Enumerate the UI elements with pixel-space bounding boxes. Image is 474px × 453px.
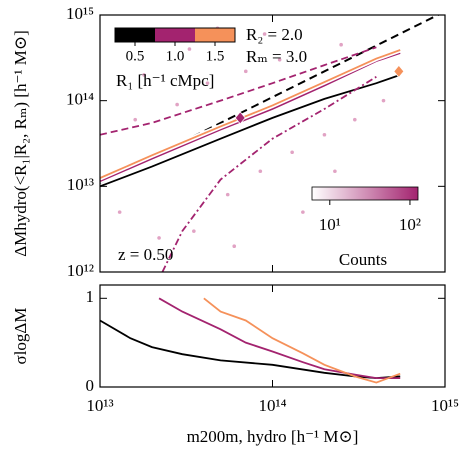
scatter-point bbox=[157, 236, 161, 240]
line bbox=[100, 74, 401, 188]
colorbar bbox=[311, 186, 419, 201]
annotation: R₂ = 2.0 bbox=[246, 25, 303, 44]
scatter-point bbox=[205, 81, 210, 85]
scatter-point bbox=[322, 132, 327, 137]
annotation: Rₘ = 3.0 bbox=[246, 47, 307, 66]
colorbar-label: R₁ [h⁻¹ cMpc] bbox=[116, 71, 214, 90]
scatter-point bbox=[142, 73, 146, 77]
y-axis-label: σlogΔM bbox=[11, 308, 30, 365]
x-tick-label: 10¹³ bbox=[86, 396, 113, 415]
y-axis-label: ΔMhydro(<R₁|R₂, Rₘ) [h⁻¹ M⊙] bbox=[11, 30, 30, 257]
y-tick-label: 10¹³ bbox=[67, 175, 94, 194]
plot-area bbox=[100, 15, 441, 272]
x-tick-label: 10¹⁵ bbox=[431, 396, 459, 415]
colorbar-tick-label: 1.0 bbox=[166, 48, 185, 64]
plot-area bbox=[100, 297, 401, 384]
axes-frame bbox=[99, 284, 446, 388]
line bbox=[100, 46, 377, 136]
line bbox=[158, 297, 401, 380]
scatter-point bbox=[187, 47, 192, 51]
line bbox=[161, 76, 377, 272]
scatter-point bbox=[192, 229, 196, 233]
scatter-point bbox=[262, 32, 267, 36]
colorbar-label: Counts bbox=[339, 250, 387, 269]
colorbar-tick-label: 10¹ bbox=[319, 215, 341, 234]
scatter-point bbox=[117, 210, 122, 214]
scatter-point bbox=[175, 102, 179, 107]
line bbox=[100, 49, 401, 179]
scatter-point bbox=[277, 57, 282, 62]
colorbar-tick-label: 1.5 bbox=[206, 48, 225, 64]
x-tick-label: 10¹⁴ bbox=[258, 396, 286, 415]
scatter-point bbox=[243, 69, 248, 74]
y-tick-label: 10¹⁵ bbox=[66, 4, 94, 23]
y-tick-label: 10¹² bbox=[67, 261, 94, 280]
colorbar-tick-label: 10² bbox=[399, 215, 421, 234]
colorbar-segment bbox=[155, 28, 195, 42]
colorbar-segment bbox=[195, 28, 235, 42]
scatter-point bbox=[225, 192, 230, 197]
scatter-point bbox=[353, 117, 357, 122]
scatter-point bbox=[339, 42, 343, 47]
scatter-point bbox=[290, 150, 294, 155]
x-axis-label: m200m, hydro [h⁻¹ M⊙] bbox=[187, 427, 359, 446]
scatter-point bbox=[333, 169, 337, 174]
diamond-marker bbox=[393, 64, 405, 78]
scatter-point bbox=[232, 244, 237, 249]
line bbox=[203, 297, 401, 384]
scatter-point bbox=[301, 210, 305, 214]
scatter-point bbox=[133, 117, 138, 122]
colorbar-tick-label: 0.5 bbox=[126, 48, 145, 64]
colorbar-segment bbox=[115, 28, 155, 42]
y-tick-label: 10¹⁴ bbox=[66, 90, 94, 109]
scatter-point bbox=[258, 169, 263, 174]
line bbox=[100, 319, 401, 380]
annotation: z = 0.50 bbox=[118, 245, 173, 264]
y-tick-label: 1 bbox=[86, 287, 95, 306]
y-tick-label: 0 bbox=[86, 376, 95, 395]
diamond-marker bbox=[234, 111, 246, 125]
scatter-point bbox=[381, 98, 386, 103]
